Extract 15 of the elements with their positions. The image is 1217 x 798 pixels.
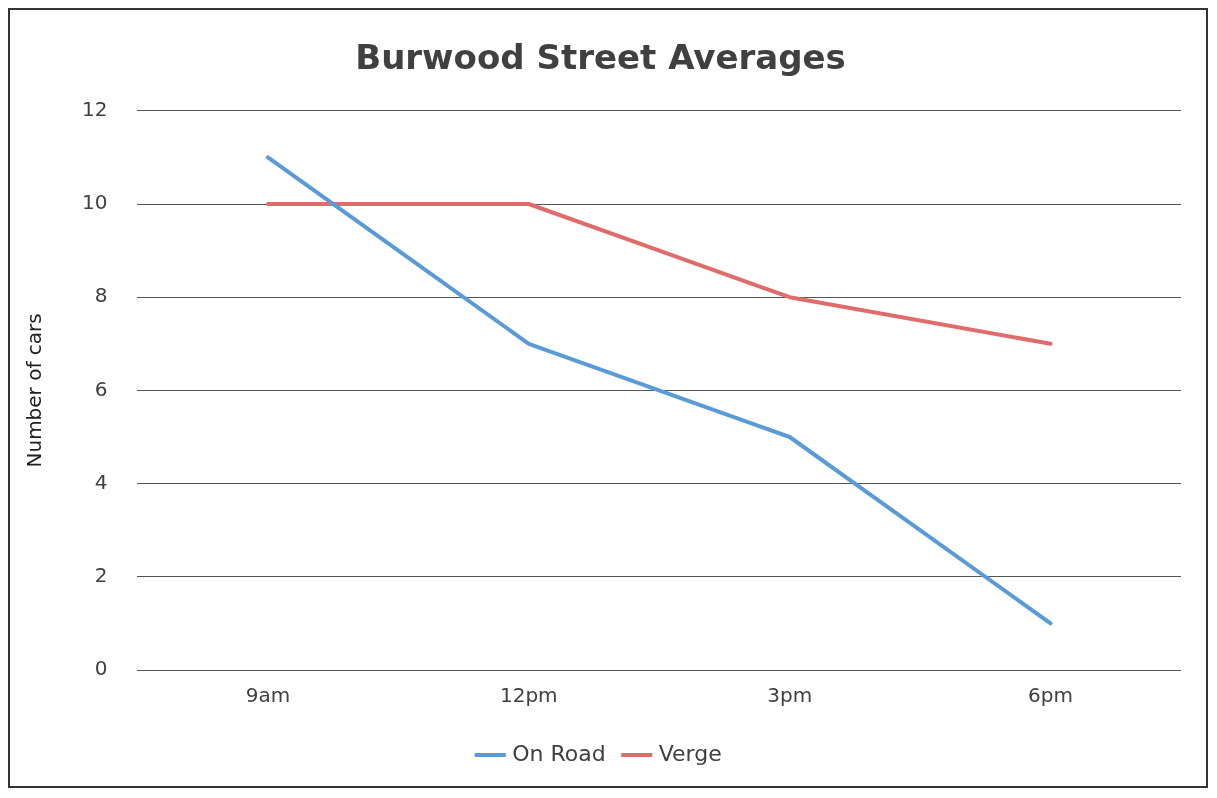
legend-label: On Road (512, 740, 606, 766)
y-tick-label: 4 (94, 469, 108, 494)
y-tick-label: 2 (94, 563, 108, 587)
y-tick-label: 10 (82, 190, 108, 215)
legend-label: Verge (658, 740, 722, 766)
chart-title: Burwood Street Averages (355, 37, 846, 78)
y-tick-label: 8 (94, 283, 108, 308)
y-axis-title: Number of cars (22, 313, 47, 468)
y-tick-label: 6 (94, 376, 108, 401)
y-tick-label: 12 (82, 97, 108, 121)
x-tick-label: 12pm (499, 683, 558, 708)
x-tick-label: 6pm (1028, 683, 1074, 708)
y-tick-label: 0 (94, 656, 108, 681)
x-tick-label: 9am (245, 683, 291, 708)
x-tick-label: 3pm (767, 683, 813, 708)
